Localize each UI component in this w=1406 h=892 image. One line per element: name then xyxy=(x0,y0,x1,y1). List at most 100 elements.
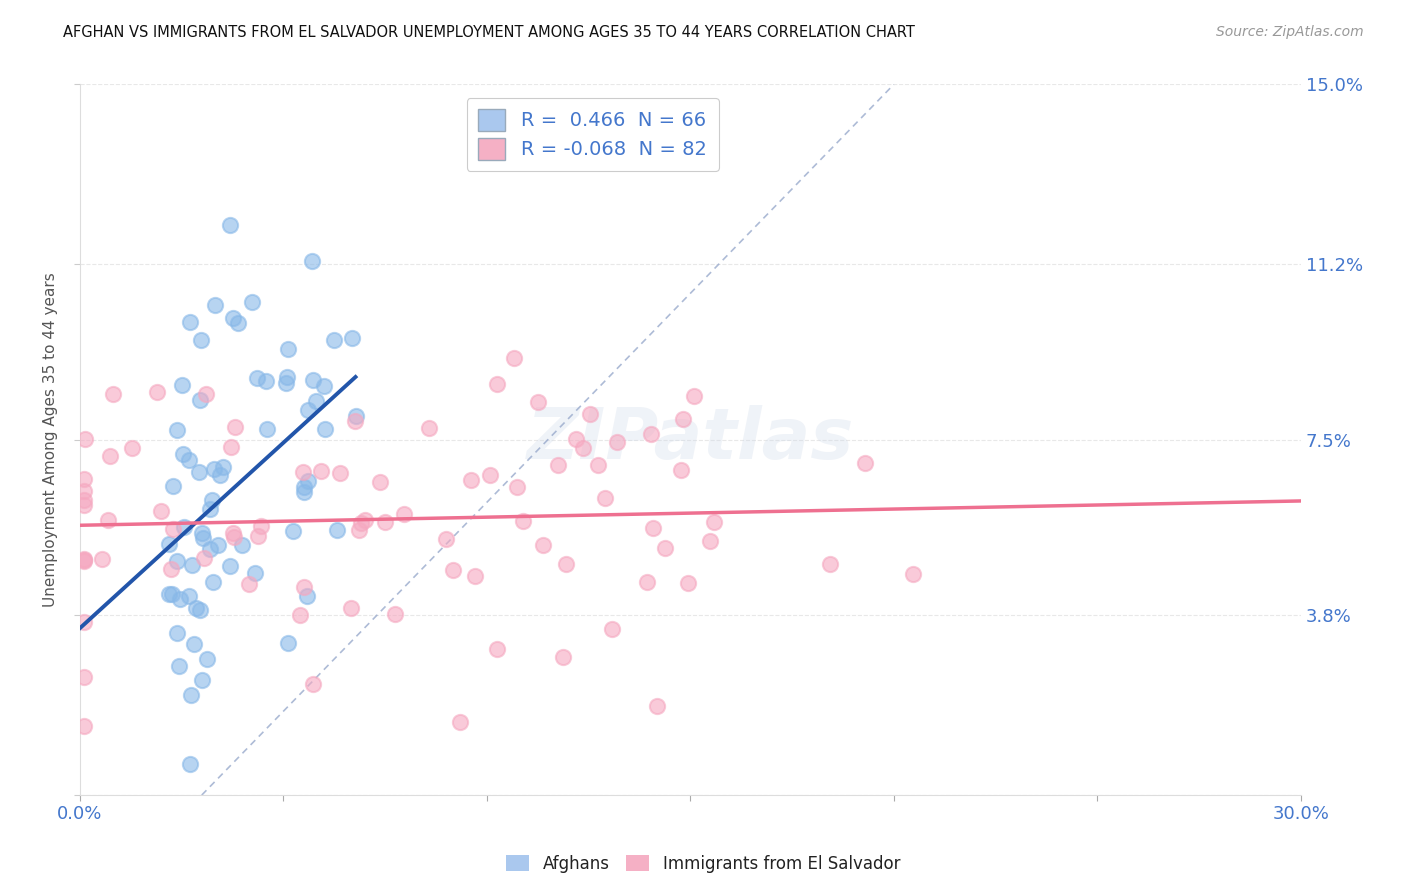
Point xyxy=(329,467,352,481)
Point xyxy=(207,538,229,552)
Point xyxy=(593,491,616,506)
Point xyxy=(170,377,193,392)
Point xyxy=(502,351,524,366)
Point xyxy=(449,714,471,729)
Point xyxy=(441,563,464,577)
Point xyxy=(384,607,406,621)
Point xyxy=(160,562,183,576)
Point xyxy=(305,394,328,409)
Point xyxy=(672,412,695,426)
Point xyxy=(73,670,96,684)
Y-axis label: Unemployment Among Ages 35 to 44 years: Unemployment Among Ages 35 to 44 years xyxy=(44,272,58,607)
Point xyxy=(162,479,184,493)
Point xyxy=(121,441,143,455)
Point xyxy=(173,519,195,533)
Point xyxy=(588,458,610,472)
Point xyxy=(277,636,299,650)
Point xyxy=(309,464,332,478)
Point xyxy=(460,473,482,487)
Point xyxy=(340,331,363,345)
Point xyxy=(188,466,211,480)
Point xyxy=(314,422,336,436)
Point xyxy=(180,689,202,703)
Point xyxy=(571,441,593,455)
Point xyxy=(350,516,373,531)
Point xyxy=(640,427,662,442)
Point xyxy=(191,531,214,545)
Point xyxy=(291,465,314,479)
Point xyxy=(436,533,458,547)
Point xyxy=(209,468,232,483)
Point xyxy=(73,615,96,629)
Point xyxy=(243,566,266,581)
Point xyxy=(274,376,297,390)
Point xyxy=(98,449,121,463)
Point xyxy=(97,513,120,527)
Point xyxy=(73,483,96,498)
Point xyxy=(219,558,242,573)
Point xyxy=(218,218,240,232)
Point xyxy=(246,529,269,543)
Point xyxy=(302,373,325,387)
Point xyxy=(75,432,97,446)
Point xyxy=(374,515,396,529)
Point xyxy=(222,310,245,325)
Point xyxy=(169,591,191,606)
Point xyxy=(157,586,180,600)
Point xyxy=(195,386,218,401)
Point xyxy=(531,538,554,552)
Point xyxy=(606,434,628,449)
Point xyxy=(297,475,319,489)
Point xyxy=(343,414,366,428)
Point xyxy=(276,343,298,357)
Point xyxy=(222,530,245,544)
Point xyxy=(198,501,221,516)
Point xyxy=(554,557,576,571)
Point xyxy=(201,493,224,508)
Point xyxy=(179,315,201,329)
Point xyxy=(301,254,323,268)
Point xyxy=(283,524,305,539)
Point xyxy=(166,626,188,640)
Point xyxy=(254,374,277,388)
Point xyxy=(292,484,315,499)
Point xyxy=(547,458,569,472)
Point xyxy=(146,384,169,399)
Point xyxy=(240,294,263,309)
Point xyxy=(204,297,226,311)
Text: AFGHAN VS IMMIGRANTS FROM EL SALVADOR UNEMPLOYMENT AMONG AGES 35 TO 44 YEARS COR: AFGHAN VS IMMIGRANTS FROM EL SALVADOR UN… xyxy=(63,25,915,40)
Point xyxy=(292,580,315,594)
Point xyxy=(527,394,550,409)
Point xyxy=(245,371,267,385)
Point xyxy=(73,553,96,567)
Point xyxy=(101,387,124,401)
Point xyxy=(368,475,391,489)
Point xyxy=(195,652,218,666)
Point xyxy=(191,673,214,687)
Text: ZIPatlas: ZIPatlas xyxy=(527,405,853,475)
Text: Source: ZipAtlas.com: Source: ZipAtlas.com xyxy=(1216,25,1364,39)
Point xyxy=(485,377,508,392)
Point xyxy=(314,379,336,393)
Point xyxy=(191,525,214,540)
Point xyxy=(290,608,312,623)
Point xyxy=(166,423,188,437)
Point xyxy=(641,521,664,535)
Point xyxy=(190,603,212,617)
Point xyxy=(565,432,588,446)
Point xyxy=(172,447,194,461)
Point xyxy=(180,558,202,572)
Point xyxy=(301,677,323,691)
Point xyxy=(162,522,184,536)
Point xyxy=(553,649,575,664)
Point xyxy=(224,419,246,434)
Point xyxy=(820,557,842,571)
Point xyxy=(193,551,215,566)
Point xyxy=(349,524,371,538)
Point xyxy=(323,333,346,347)
Point xyxy=(73,472,96,486)
Point xyxy=(344,409,367,424)
Point xyxy=(212,460,235,475)
Point xyxy=(177,452,200,467)
Point xyxy=(636,574,658,589)
